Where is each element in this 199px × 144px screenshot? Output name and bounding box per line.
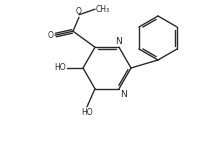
Text: HO: HO [81, 108, 93, 117]
Text: CH₃: CH₃ [96, 5, 110, 14]
Text: O: O [48, 31, 54, 40]
Text: N: N [120, 90, 127, 99]
Text: N: N [116, 37, 122, 46]
Text: HO: HO [54, 64, 66, 72]
Text: O: O [76, 7, 82, 16]
